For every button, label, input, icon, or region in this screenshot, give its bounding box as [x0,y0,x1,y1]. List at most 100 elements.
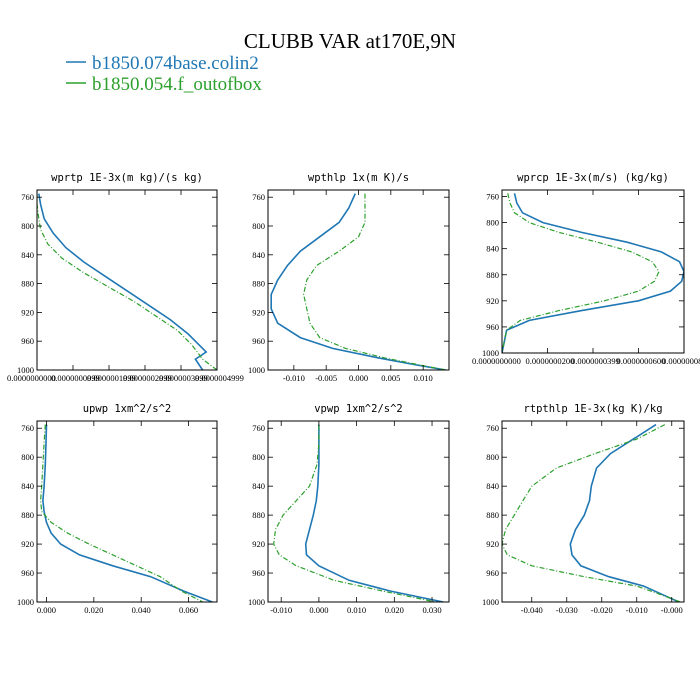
panel-title: upwp 1xm^2/s^2 [83,403,172,415]
y-tick-label: 840 [486,244,499,254]
x-tick-label: 0.0000000999 [51,373,100,383]
figure-title: CLUBB VAR at170E,9N [244,29,456,53]
panel-0: wprtp 1E-3x(m kg)/(s kg) 760 800 840 880 920 9… [7,172,244,383]
y-tick-label: 920 [21,539,34,549]
series-line-1 [37,193,217,370]
panel-frame [501,420,685,603]
y-tick-label: 760 [252,192,265,202]
panel-title: wprcp 1E-3x(m/s) (kg/kg) [517,172,669,184]
y-tick-label: 960 [21,568,34,578]
series-line-1 [302,193,446,370]
y-tick-label: 960 [252,568,265,578]
series-line-1 [502,193,660,353]
y-tick-label: 960 [252,336,265,346]
x-tick-label: 0.000 [37,605,56,615]
y-tick-label: 800 [486,218,499,228]
y-tick-label: 760 [21,423,34,433]
panel-frame [36,420,218,603]
x-tick-label: 0.0000000800 [662,356,700,366]
panel-title: rtpthlp 1E-3x(kg K)/kg [523,403,662,415]
panel-title: vpwp 1xm^2/s^2 [314,403,403,415]
x-tick-label: 0.0000000399 [571,356,620,366]
y-tick-label: 1000 [482,597,499,607]
x-tick-label: 0.020 [84,605,103,615]
y-tick-label: 920 [252,307,265,317]
y-tick-label: 880 [252,510,265,520]
y-tick-label: 920 [486,539,499,549]
x-tick-label: 0.0000000600 [617,356,666,366]
panel-frame [36,189,218,371]
x-tick-label: 0.005 [381,373,400,383]
x-tick-label: 0.010 [414,373,433,383]
y-tick-label: 800 [486,452,499,462]
panel-2: wprcp 1E-3x(m/s) (kg/kg) 760 800 840 880 920 9… [472,172,700,366]
x-tick-label: -0.020 [591,605,613,615]
x-tick-label: 0.0000003999 [159,373,208,383]
x-tick-label: -0.010 [626,605,648,615]
x-tick-label: -0.005 [315,373,337,383]
y-tick-label: 800 [252,221,265,231]
x-tick-label: -0.030 [556,605,578,615]
y-tick-label: 840 [486,481,499,491]
y-tick-label: 840 [21,481,34,491]
panel-frame [501,189,685,354]
y-tick-label: 760 [486,192,499,202]
y-tick-label: 800 [21,452,34,462]
panels: wprtp 1E-3x(m kg)/(s kg) 760 800 840 880 920 9… [7,172,700,615]
legend-label-base: b1850.074base.colin2 [92,53,259,74]
y-tick-label: 920 [486,296,499,306]
y-tick-label: 1000 [248,597,265,607]
y-tick-label: 1000 [248,365,265,375]
series-line-1 [39,424,204,602]
panel-5: rtpthlp 1E-3x(kg K)/kg 760 800 840 880 920 960… [482,403,685,615]
x-tick-label: -0.010 [283,373,305,383]
series-line-0 [304,424,444,602]
series-line-1 [502,424,681,602]
series-line-0 [569,423,680,602]
x-tick-label: 0.060 [179,605,198,615]
x-tick-label: 0.010 [347,605,366,615]
x-tick-label: 0.030 [422,605,441,615]
series-line-1 [273,424,436,602]
y-tick-label: 920 [252,539,265,549]
y-tick-label: 800 [21,221,34,231]
x-tick-label: 0.040 [132,605,151,615]
panel-frame [267,420,450,603]
legend: b1850.074base.colin2 b1850.054.f_outofbo… [66,53,262,95]
x-tick-label: 0.0000002999 [123,373,172,383]
y-tick-label: 960 [21,336,34,346]
x-tick-label: 0.000 [309,605,328,615]
panel-4: vpwp 1xm^2/s^2 760 800 840 880 920 960 1000 -0.0… [248,403,450,615]
x-tick-label: -0.040 [521,605,543,615]
x-tick-label: 0.000 [349,373,368,383]
y-tick-label: 800 [252,452,265,462]
series-line-0 [502,193,684,353]
y-tick-label: 960 [486,568,499,578]
y-tick-label: 920 [21,307,34,317]
x-tick-label: 0.020 [385,605,404,615]
panel-frame [267,189,450,371]
x-tick-label: 0.0000001999 [87,373,136,383]
panel-title: wprtp 1E-3x(m kg)/(s kg) [51,172,203,184]
panel-1: wpthlp 1x(m K)/s 760 800 840 880 920 960 1000 -0… [248,172,450,383]
series-line-0 [38,193,208,370]
y-tick-label: 1000 [17,365,34,375]
y-tick-label: 960 [486,322,499,332]
y-tick-label: 880 [21,279,34,289]
y-tick-label: 760 [21,192,34,202]
series-line-0 [42,424,213,602]
y-tick-label: 760 [486,423,499,433]
y-tick-label: 1000 [17,597,34,607]
x-tick-label: 0.0000000200 [526,356,575,366]
y-tick-label: 840 [21,250,34,260]
x-tick-label: -0.000 [661,605,683,615]
x-tick-label: 0.0000000000 [7,373,56,383]
y-tick-label: 880 [486,270,499,280]
y-tick-label: 1000 [482,348,499,358]
panel-title: wpthlp 1x(m K)/s [308,172,409,184]
x-tick-label: -0.010 [270,605,292,615]
y-tick-label: 840 [252,250,265,260]
panel-3: upwp 1xm^2/s^2 760 800 840 880 920 960 10000.00… [17,403,218,615]
y-tick-label: 880 [252,279,265,289]
